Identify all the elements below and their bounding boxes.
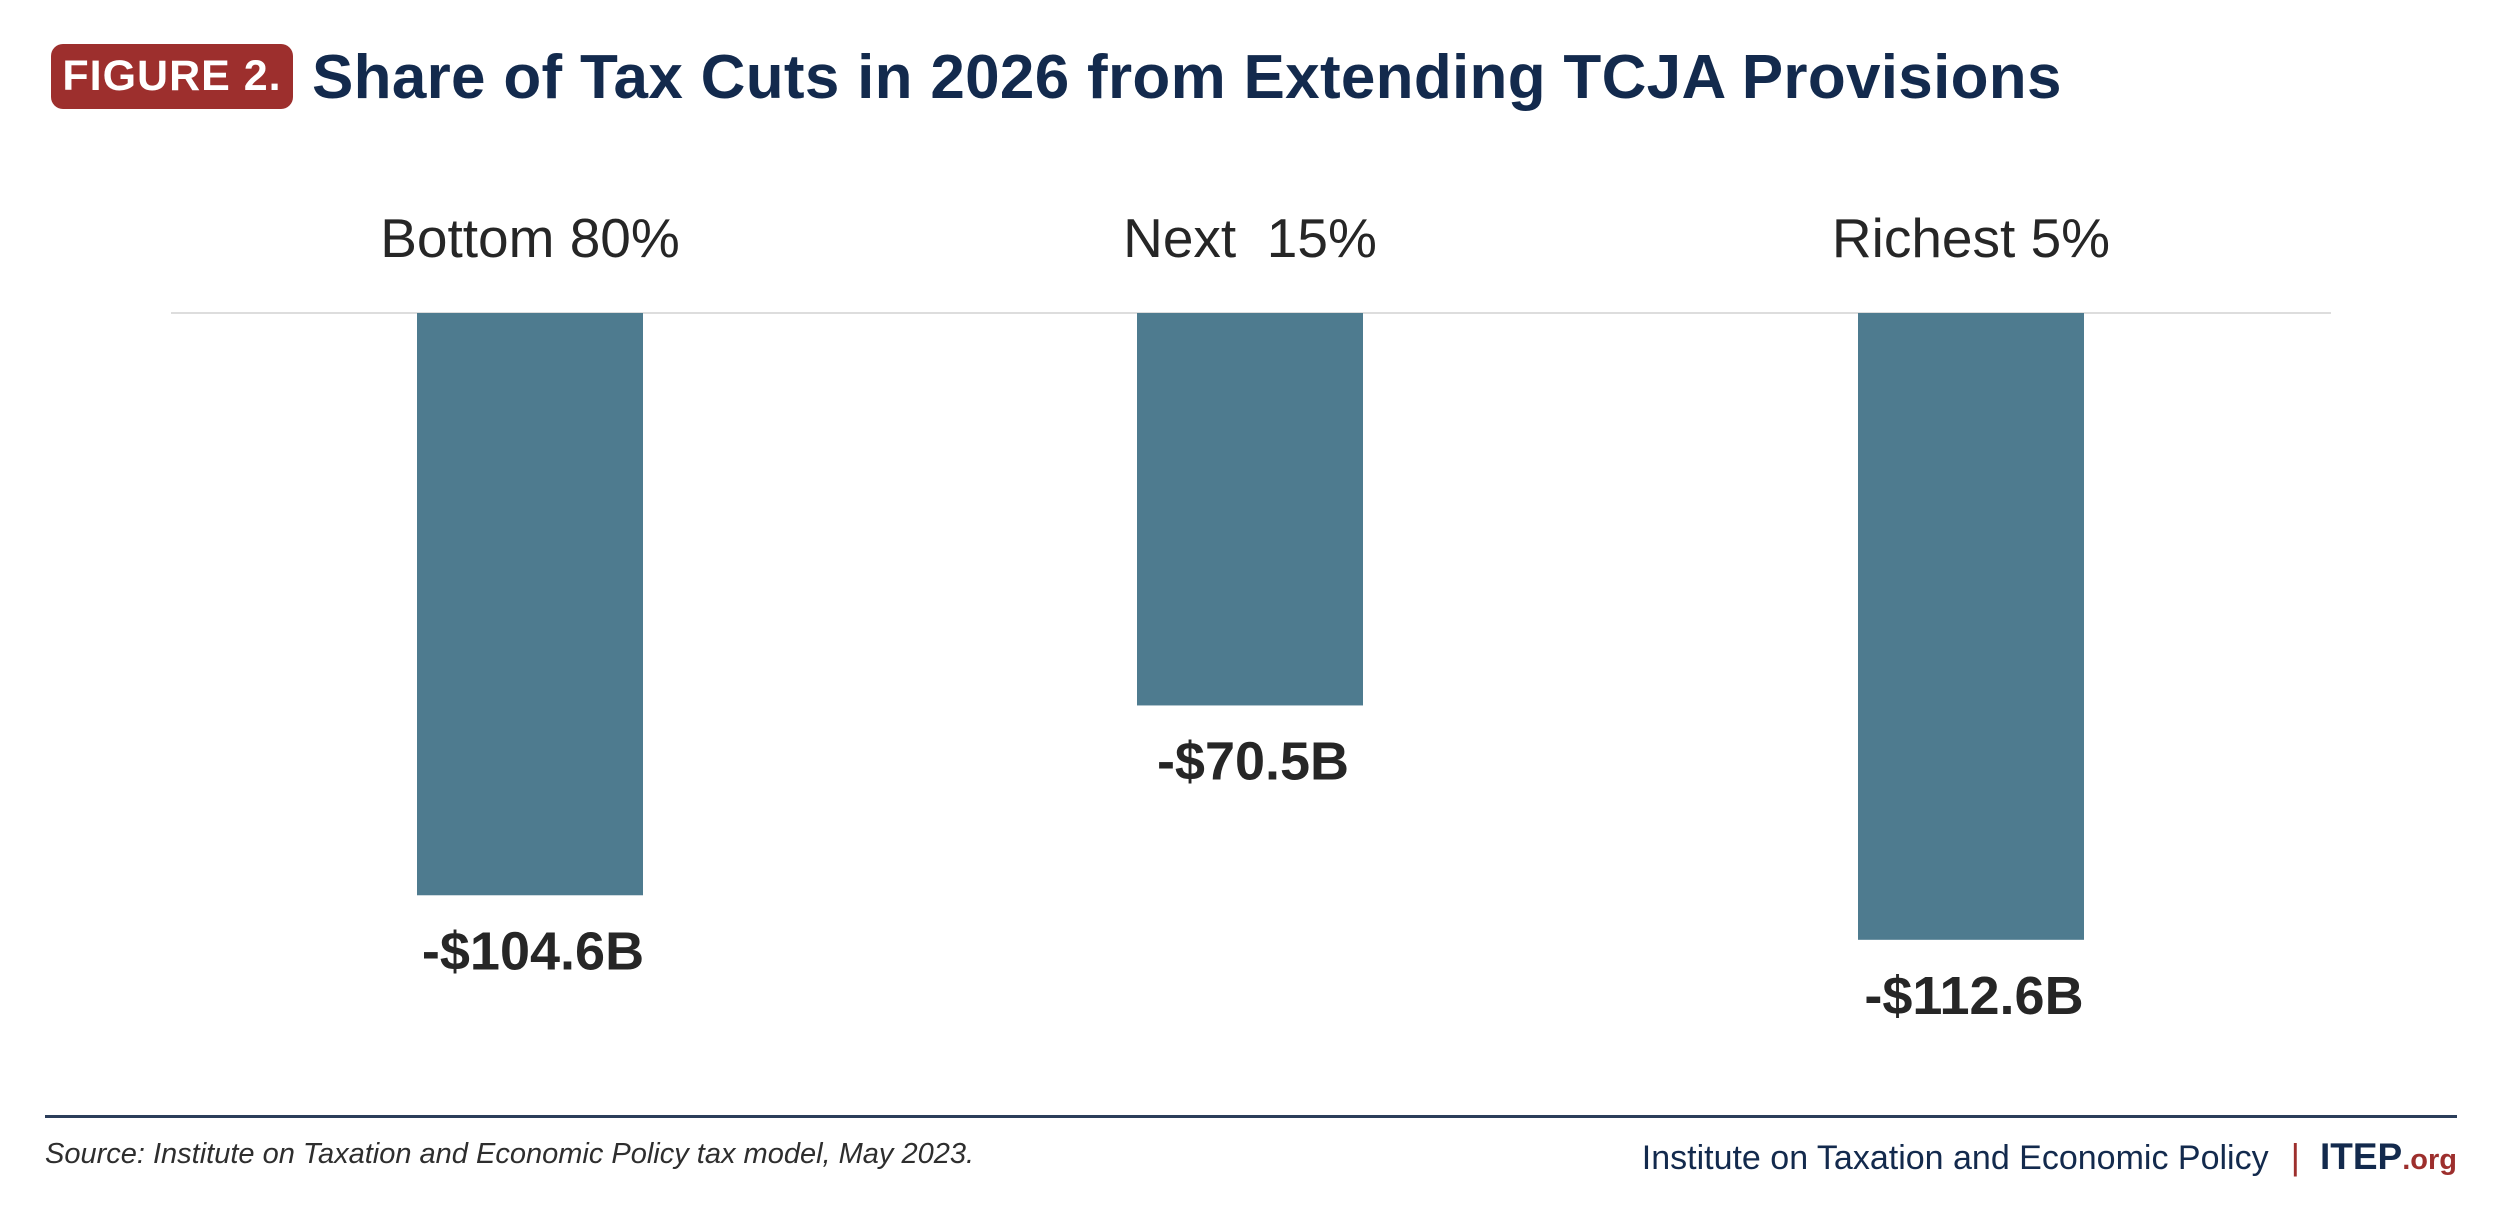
itep-logo-tld[interactable]: .org bbox=[2402, 1144, 2457, 1176]
category-labels-group: Bottom 80% Next 15% Richest 5% bbox=[380, 207, 2110, 269]
separator: | bbox=[2290, 1136, 2300, 1177]
bar-3 bbox=[1858, 313, 2084, 940]
itep-logo[interactable]: ITEP bbox=[2319, 1136, 2403, 1177]
value-labels-group: -$104.6B -$70.5B -$112.6B bbox=[422, 731, 2084, 1025]
category-label: Richest 5% bbox=[1832, 207, 2110, 269]
org-name: Institute on Taxation and Economic Polic… bbox=[1641, 1139, 2269, 1177]
org-credit: Institute on Taxation and Economic Polic… bbox=[1642, 1136, 2457, 1180]
category-label: Bottom 80% bbox=[380, 207, 680, 269]
source-note: Source: Institute on Taxation and Econom… bbox=[45, 1138, 975, 1170]
value-label: -$70.5B bbox=[1157, 731, 1349, 791]
category-label: Next 15% bbox=[1123, 207, 1377, 269]
bar-1 bbox=[417, 313, 643, 896]
value-label: -$112.6B bbox=[1864, 966, 2083, 1026]
bar-2 bbox=[1137, 313, 1363, 706]
bars-group bbox=[417, 313, 2084, 940]
footer-divider bbox=[45, 1115, 2457, 1118]
value-label: -$104.6B bbox=[422, 921, 644, 981]
chart-title: Share of Tax Cuts in 2026 from Extending… bbox=[312, 43, 2062, 112]
figure-badge: FIGURE 2. bbox=[51, 44, 293, 109]
